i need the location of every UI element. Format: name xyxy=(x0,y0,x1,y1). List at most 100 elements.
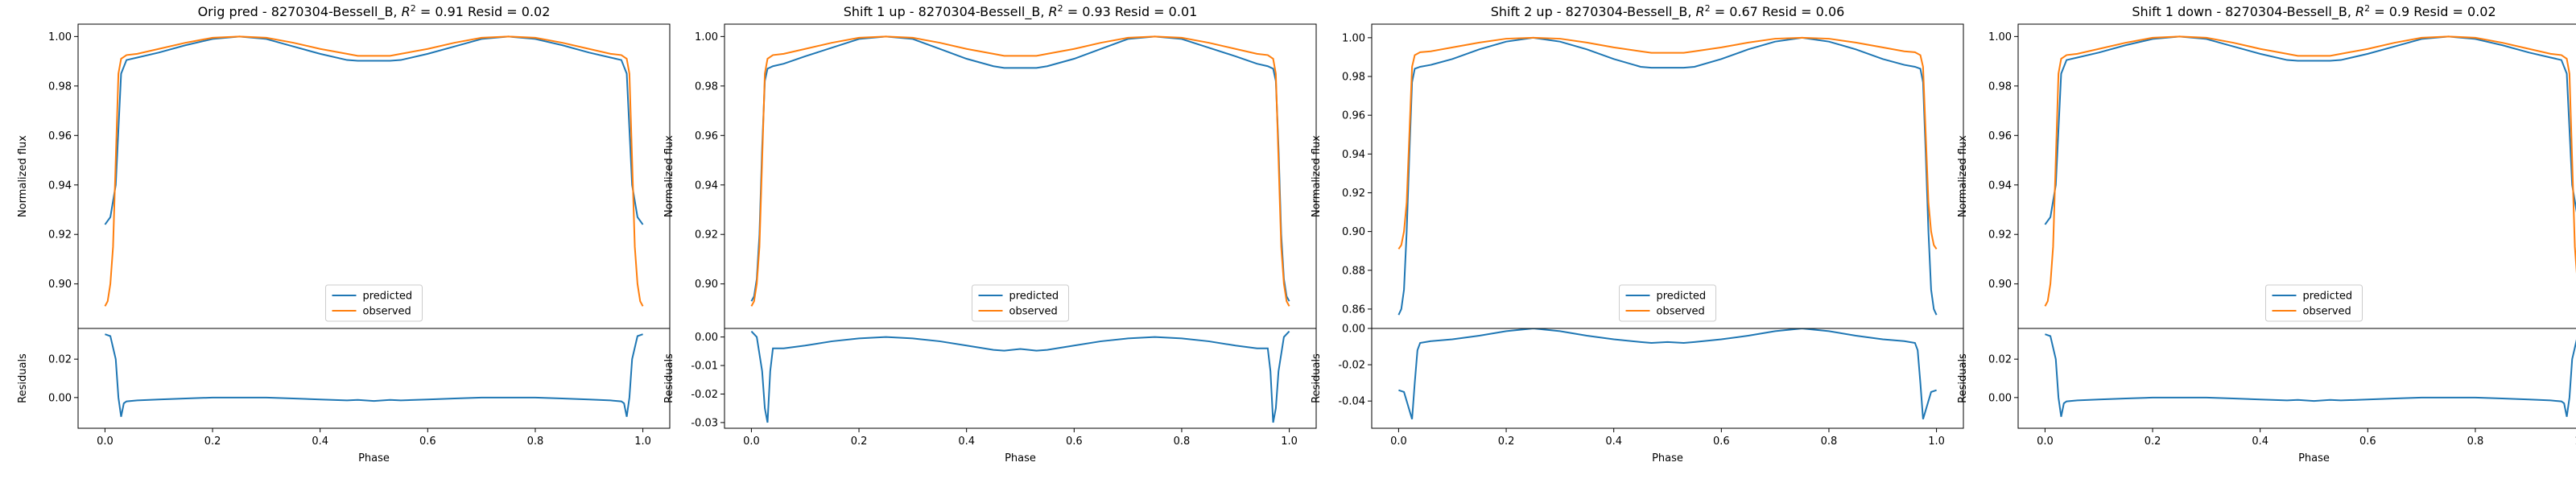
title-resid: Resid = 0.06 xyxy=(1758,4,1844,19)
legend-label-observed: observed xyxy=(2303,306,2351,318)
title-r2-symbol: R xyxy=(402,4,411,19)
y-axis-label: Normalized flux xyxy=(663,135,675,217)
y-tick-label: 0.96 xyxy=(1342,110,1365,122)
x-tick-label: 0.6 xyxy=(419,436,436,448)
x-tick-label: 0.2 xyxy=(204,436,221,448)
legend: predicted observed xyxy=(325,284,423,322)
y-tick-label: 0.94 xyxy=(695,180,718,192)
y-tick-label: 0.98 xyxy=(48,80,72,93)
y-tick-label: 0.94 xyxy=(48,180,72,192)
legend-box xyxy=(972,284,1069,322)
y-tick-label: 0.90 xyxy=(1988,279,2012,291)
y-tick-label: 0.98 xyxy=(695,80,718,93)
resid-y-tick-label: -0.02 xyxy=(1338,360,1365,372)
y-tick-label: 0.96 xyxy=(1988,130,2012,142)
legend-label-predicted: predicted xyxy=(1657,291,1707,303)
x-tick-label: 0.8 xyxy=(1174,436,1191,448)
title-r2-symbol: R xyxy=(1049,4,1058,19)
main-axes-frame xyxy=(77,23,671,329)
title-r2-value: = 0.91 xyxy=(416,4,464,19)
x-tick-label: 0.0 xyxy=(743,436,760,448)
residual-axis-label: Residuals xyxy=(1957,353,1969,403)
legend: predicted observed xyxy=(972,284,1069,322)
resid-y-tick-label: -0.02 xyxy=(691,389,718,401)
resid-y-tick-label: -0.03 xyxy=(691,417,718,429)
x-tick-label: 0.4 xyxy=(958,436,975,448)
residual-axes-frame xyxy=(1371,328,1964,429)
y-tick-label: 0.90 xyxy=(695,279,718,291)
legend-label-observed: observed xyxy=(363,306,411,318)
x-tick-label: 0.4 xyxy=(1605,436,1622,448)
series-line-observed xyxy=(2044,35,2576,307)
resid-y-tick-label: 0.00 xyxy=(48,392,72,404)
x-tick-label: 0.0 xyxy=(2037,436,2054,448)
resid-y-tick-label: 0.00 xyxy=(695,332,718,344)
x-tick-label: 0.6 xyxy=(1066,436,1083,448)
x-axis-label: Phase xyxy=(1005,452,1036,464)
residual-line xyxy=(750,330,1290,423)
x-tick-label: 0.6 xyxy=(1713,436,1730,448)
y-tick-label: 0.96 xyxy=(48,130,72,142)
chart-title: Shift 1 down - 8270304-Bessell_B, R2 = 0… xyxy=(2132,3,2496,21)
series-line-predicted xyxy=(2044,35,2576,225)
resid-y-tick-label: -0.04 xyxy=(1338,396,1365,408)
legend-label-observed: observed xyxy=(1657,306,1705,318)
series-line-predicted xyxy=(104,35,644,225)
title-prefix: Shift 1 up - 8270304-Bessell_B, xyxy=(844,4,1049,20)
chart-panel-4: Shift 1 down - 8270304-Bessell_B, R2 = 0… xyxy=(1957,3,2576,464)
residual-line xyxy=(2045,333,2576,417)
y-tick-label: 1.00 xyxy=(1988,31,2012,43)
legend-box xyxy=(1619,284,1716,322)
title-r2-exponent: 2 xyxy=(1705,3,1711,14)
title-prefix: Orig pred - 8270304-Bessell_B, xyxy=(198,4,402,20)
legend-label-predicted: predicted xyxy=(1009,291,1059,303)
title-r2-value: = 0.9 xyxy=(2370,4,2409,19)
title-r2-symbol: R xyxy=(2355,4,2364,19)
title-r2-exponent: 2 xyxy=(411,3,416,14)
x-tick-label: 0.4 xyxy=(312,436,328,448)
x-tick-label: 0.0 xyxy=(1390,436,1407,448)
x-tick-label: 0.2 xyxy=(851,436,868,448)
title-r2-exponent: 2 xyxy=(2364,3,2370,14)
chart-title: Shift 2 up - 8270304-Bessell_B, R2 = 0.6… xyxy=(1491,3,1845,21)
x-axis-label: Phase xyxy=(2298,452,2330,464)
title-prefix: Shift 2 up - 8270304-Bessell_B, xyxy=(1491,4,1696,20)
residual-axis-label: Residuals xyxy=(1311,353,1323,403)
series-line-observed xyxy=(104,35,644,307)
x-tick-label: 1.0 xyxy=(634,436,651,448)
y-tick-label: 0.90 xyxy=(1342,226,1365,238)
x-tick-label: 0.6 xyxy=(2359,436,2376,448)
legend-label-predicted: predicted xyxy=(2303,291,2353,303)
residual-line xyxy=(105,333,643,417)
chart-panel-1: Orig pred - 8270304-Bessell_B, R2 = 0.91… xyxy=(17,3,671,464)
y-tick-label: 1.00 xyxy=(695,31,718,43)
x-tick-label: 1.0 xyxy=(2574,436,2576,448)
resid-y-tick-label: 0.00 xyxy=(1342,324,1365,336)
x-tick-label: 0.2 xyxy=(1498,436,1515,448)
series-line-predicted xyxy=(750,35,1290,302)
chart-title: Shift 1 up - 8270304-Bessell_B, R2 = 0.9… xyxy=(844,3,1198,21)
residual-line xyxy=(1398,328,1937,420)
y-axis-label: Normalized flux xyxy=(1957,135,1969,217)
residual-axis-label: Residuals xyxy=(663,353,675,403)
residual-axes-frame xyxy=(724,328,1317,429)
title-resid: Resid = 0.02 xyxy=(464,4,550,19)
residual-axis-label: Residuals xyxy=(17,353,29,403)
legend-box xyxy=(2265,284,2363,322)
y-tick-label: 0.96 xyxy=(695,130,718,142)
legend: predicted observed xyxy=(1619,284,1716,322)
x-tick-label: 1.0 xyxy=(1281,436,1298,448)
title-resid: Resid = 0.01 xyxy=(1111,4,1197,19)
y-axis-label: Normalized flux xyxy=(1311,135,1323,217)
x-axis-label: Phase xyxy=(1652,452,1683,464)
series-line-observed xyxy=(750,35,1290,307)
y-tick-label: 0.90 xyxy=(48,279,72,291)
y-tick-label: 0.86 xyxy=(1342,303,1365,316)
x-tick-label: 0.8 xyxy=(527,436,544,448)
chart-title: Orig pred - 8270304-Bessell_B, R2 = 0.91… xyxy=(198,3,551,21)
residual-axes-frame xyxy=(77,328,671,429)
title-resid: Resid = 0.02 xyxy=(2409,4,2496,19)
title-r2-value: = 0.93 xyxy=(1063,4,1111,19)
x-tick-label: 0.0 xyxy=(97,436,114,448)
